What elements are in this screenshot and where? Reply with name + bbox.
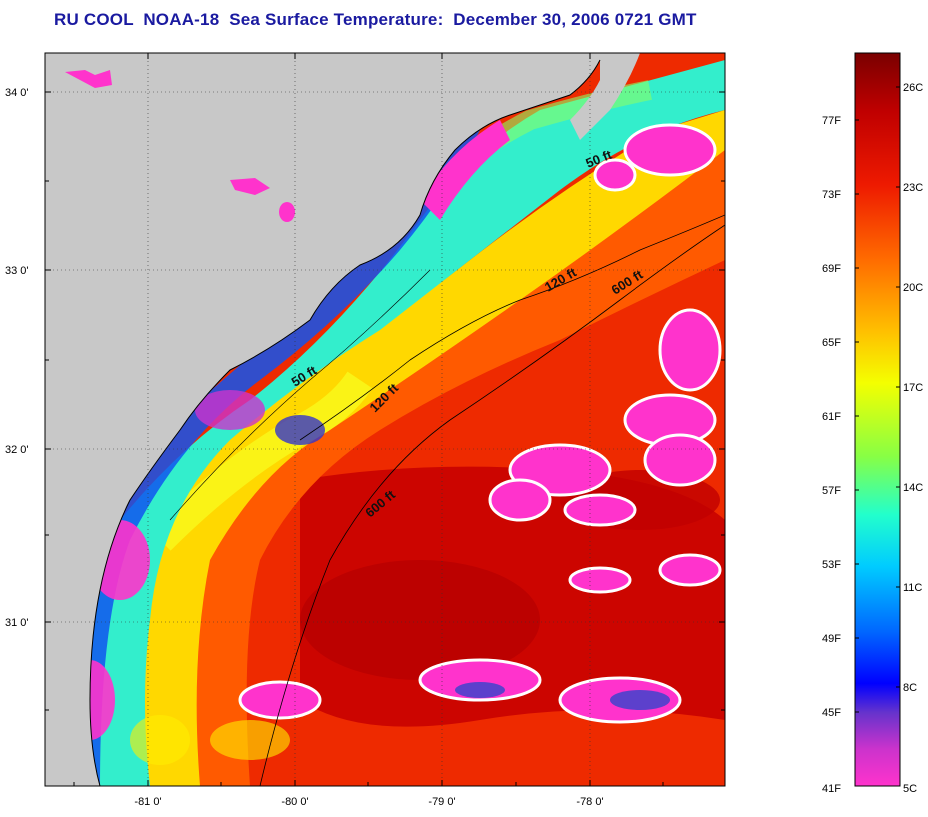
colorbar-label-26c: 26C — [903, 82, 923, 94]
colorbar-label-69f: 69F — [822, 263, 841, 275]
colorbar-label-73f: 73F — [822, 189, 841, 201]
colorbar-label-23c: 23C — [903, 182, 923, 194]
colorbar-label-45f: 45F — [822, 707, 841, 719]
colorbar-label-65f: 65F — [822, 337, 841, 349]
axis-ticks — [45, 53, 725, 786]
isobath-50ft — [169, 269, 431, 521]
graticule — [45, 53, 725, 786]
colorbar-label-11c: 11C — [903, 582, 922, 594]
colorbar-ticks — [855, 86, 900, 713]
colorbar-label-77f: 77F — [822, 115, 841, 127]
colorbar-label-61f: 61F — [822, 411, 841, 423]
land-mass — [45, 53, 600, 786]
lat-label-32: 32 0' — [5, 444, 29, 456]
colorbar-label-5c: 5C — [903, 783, 917, 795]
lat-label-34: 34 0' — [5, 87, 29, 99]
sst-image — [45, 53, 725, 786]
plot-frame — [44, 52, 726, 787]
colorbar-label-17c: 17C — [903, 382, 923, 394]
mid-shelf-water — [177, 150, 725, 786]
lon-label-78: -78 0' — [576, 796, 603, 808]
isobath-600ft — [259, 224, 725, 786]
lat-label-33: 33 0' — [5, 265, 29, 277]
colorbar-label-41f: 41F — [822, 783, 841, 795]
colorbar-label-8c: 8C — [903, 682, 917, 694]
map-title: RU COOL NOAA-18 Sea Surface Temperature:… — [54, 10, 697, 29]
colorbar-label-53f: 53F — [822, 559, 841, 571]
colorbar-label-49f: 49F — [822, 633, 841, 645]
isobath-120ft — [299, 214, 725, 441]
colorbar-label-57f: 57F — [822, 485, 841, 497]
colorbar — [854, 52, 901, 787]
lat-label-31: 31 0' — [5, 617, 29, 629]
cloud-mask-patches — [238, 123, 722, 724]
lon-label-79: -79 0' — [428, 796, 455, 808]
colorbar-label-20c: 20C — [903, 282, 923, 294]
lon-label-81: -81 0' — [134, 796, 161, 808]
colorbar-label-14c: 14C — [903, 482, 923, 494]
lon-label-80: -80 0' — [281, 796, 308, 808]
